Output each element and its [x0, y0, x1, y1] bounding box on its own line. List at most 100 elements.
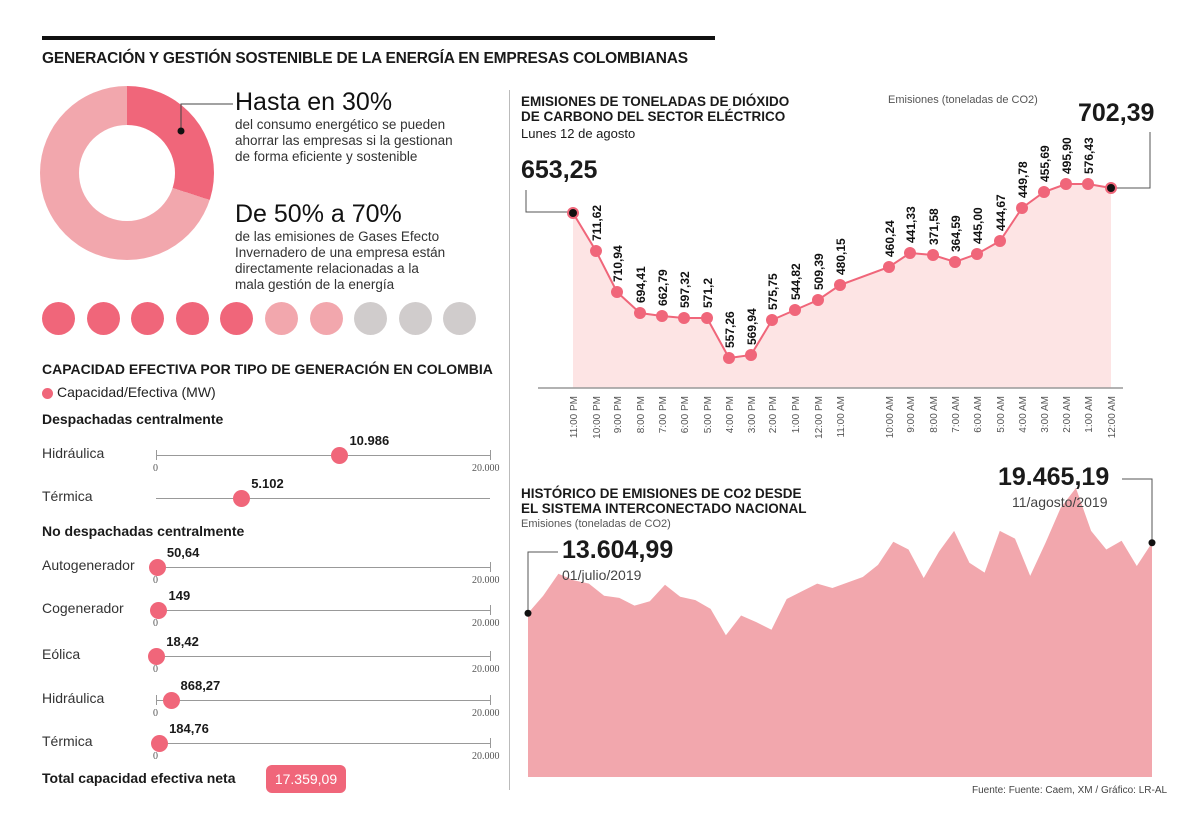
stat-line: mala gestión de la energía	[235, 277, 395, 292]
axis-max-label: 20.000	[472, 751, 500, 762]
data-point	[789, 304, 801, 316]
axis-max-label: 20.000	[472, 708, 500, 719]
data-point	[567, 207, 579, 219]
area-last-leader	[1122, 478, 1153, 543]
axis-max-label: 20.000	[472, 618, 500, 629]
value-dot	[148, 559, 166, 576]
pictogram-dot	[175, 302, 209, 335]
top-rule	[42, 36, 715, 40]
stat-text-1: del consumo energético se pueden ahorrar…	[235, 117, 453, 165]
x-tick-label: 6:00 AM	[973, 396, 984, 433]
data-point	[634, 307, 646, 319]
data-point	[656, 310, 668, 322]
x-tick-label: 6:00 PM	[680, 396, 691, 433]
axis-tick	[490, 651, 491, 661]
row-track	[156, 743, 490, 744]
data-label: 597,32	[678, 271, 692, 308]
data-point	[834, 279, 846, 291]
data-point	[927, 249, 939, 261]
axis-tick	[490, 695, 491, 705]
stat-line: directamente relacionadas a la	[235, 261, 419, 276]
pictogram-dot	[398, 302, 432, 335]
data-label: 460,24	[883, 220, 897, 257]
x-tick-label: 10:00 AM	[885, 396, 896, 438]
group-title: Despachadas centralmente	[42, 411, 224, 427]
pictogram-dot	[309, 302, 343, 335]
capacity-title: CAPACIDAD EFECTIVA POR TIPO DE GENERACIÓ…	[42, 361, 493, 377]
data-label: 480,15	[834, 238, 848, 275]
axis-min-label: 0	[153, 708, 158, 719]
data-label: 576,43	[1082, 137, 1096, 174]
data-point	[971, 248, 983, 260]
x-tick-label: 5:00 PM	[703, 396, 714, 433]
pictogram-dot	[220, 302, 254, 335]
data-point	[590, 245, 602, 257]
x-tick-label: 8:00 AM	[929, 396, 940, 433]
stat-line: Invernadero de una empresa están	[235, 245, 446, 260]
data-point	[812, 294, 824, 306]
first-value-callout: 653,25	[521, 156, 598, 184]
row-label: Térmica	[42, 733, 93, 749]
legend-dot	[42, 388, 53, 399]
data-label: 449,78	[1016, 161, 1030, 198]
x-tick-label: 1:00 AM	[1084, 396, 1095, 433]
page-title: GENERACIÓN Y GESTIÓN SOSTENIBLE DE LA EN…	[42, 50, 688, 67]
x-tick-label: 9:00 AM	[906, 396, 917, 433]
row-label: Autogenerador	[42, 557, 135, 573]
data-label: 544,82	[789, 263, 803, 300]
value-dot	[151, 735, 169, 752]
data-point	[994, 235, 1006, 247]
x-tick-label: 11:00 PM	[569, 396, 580, 438]
last-value-callout: 702,39	[1078, 99, 1155, 127]
data-point	[1105, 182, 1117, 194]
pictogram-dot	[42, 302, 75, 335]
data-point	[701, 312, 713, 324]
data-label: 557,26	[723, 311, 737, 348]
x-tick-label: 4:00 AM	[1018, 396, 1029, 433]
x-tick-label: 5:00 AM	[996, 396, 1007, 433]
value-dot	[148, 648, 166, 665]
data-point	[678, 312, 690, 324]
x-tick-label: 1:00 PM	[791, 396, 802, 433]
row-track	[156, 567, 490, 568]
data-point	[883, 261, 895, 273]
group-title: No despachadas centralmente	[42, 523, 245, 539]
x-tick-label: 4:00 PM	[725, 396, 736, 433]
value-label: 50,64	[166, 545, 200, 560]
title-line: EL SISTEMA INTERCONECTADO NACIONAL	[521, 501, 807, 516]
data-label: 364,59	[949, 215, 963, 252]
pictogram-dot	[354, 302, 388, 335]
title-line: EMISIONES DE TONELADAS DE DIÓXIDO	[521, 94, 790, 109]
row-label: Eólica	[42, 646, 81, 662]
x-tick-label: 7:00 AM	[951, 396, 962, 433]
historic-area	[528, 488, 1152, 777]
value-dot	[233, 490, 251, 507]
data-label: 495,90	[1060, 137, 1074, 174]
axis-tick	[490, 605, 491, 615]
x-tick-label: 2:00 PM	[768, 396, 779, 433]
x-tick-label: 11:00 AM	[836, 396, 847, 438]
area-first-value: 13.604,99	[562, 536, 674, 564]
axis-tick	[156, 450, 157, 460]
total-badge: 17.359,09	[266, 765, 346, 793]
title-line: HISTÓRICO DE EMISIONES DE CO2 DESDE	[521, 486, 802, 501]
stat-line: del consumo energético se pueden	[235, 117, 446, 132]
x-tick-label: 12:00 PM	[814, 396, 825, 439]
x-tick-label: 3:00 PM	[747, 396, 758, 433]
data-label: 371,58	[927, 208, 941, 245]
stat-text-2: de las emisiones de Gases Efecto Inverna…	[235, 229, 445, 293]
data-label: 569,94	[745, 308, 759, 345]
stat-line: ahorrar las empresas si la gestionan	[235, 133, 453, 148]
area-last-date: 11/agosto/2019	[1012, 494, 1108, 510]
pictogram-dot	[86, 302, 120, 335]
x-tick-label: 9:00 PM	[613, 396, 624, 433]
row-track	[156, 610, 490, 611]
pictogram-dot	[443, 302, 477, 335]
row-track	[156, 700, 490, 701]
data-label: 575,75	[766, 273, 780, 310]
area-chart-ylabel: Emisiones (toneladas de CO2)	[521, 518, 671, 530]
axis-max-label: 20.000	[472, 664, 500, 675]
row-track	[156, 455, 490, 456]
axis-min-label: 0	[153, 664, 158, 675]
